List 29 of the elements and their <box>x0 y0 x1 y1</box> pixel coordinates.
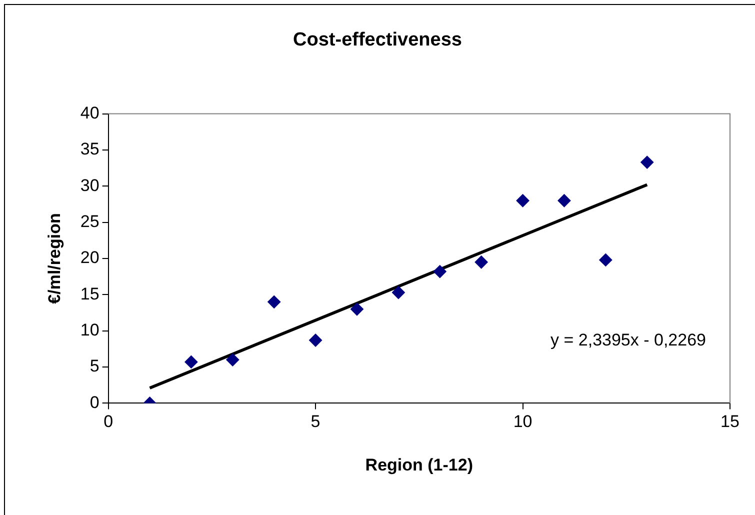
y-tick-label: 0 <box>90 392 100 412</box>
point <box>226 353 240 366</box>
y-tick-label: 30 <box>80 176 100 195</box>
x-tick-label: 0 <box>104 412 114 432</box>
chart-title: Cost-effectiveness <box>293 30 462 51</box>
point <box>184 355 198 368</box>
point <box>433 265 446 278</box>
point <box>599 253 612 266</box>
point <box>350 302 364 316</box>
x-axis-title: Region (1-12) <box>365 455 473 474</box>
point <box>640 156 654 169</box>
point <box>516 194 530 208</box>
point <box>392 286 405 300</box>
x-tick-label: 5 <box>310 412 320 432</box>
point <box>558 194 571 208</box>
y-tick-label: 5 <box>90 356 100 376</box>
x-tick-label: 10 <box>513 412 532 432</box>
y-tick-label: 15 <box>80 284 100 304</box>
y-tick-label: 10 <box>80 320 100 340</box>
point <box>309 334 322 347</box>
y-tick-label: 35 <box>80 140 100 159</box>
y-tick-label: 40 <box>80 103 100 122</box>
y-tick-label: 20 <box>80 248 100 268</box>
annotation: y = 2,3395x - 0,2269 <box>550 330 706 350</box>
point <box>268 295 281 308</box>
y-tick-label: 25 <box>80 212 100 232</box>
x-tick-label: 15 <box>720 412 740 432</box>
point <box>474 256 488 269</box>
y-axis-title: €/ml/region <box>44 213 64 304</box>
